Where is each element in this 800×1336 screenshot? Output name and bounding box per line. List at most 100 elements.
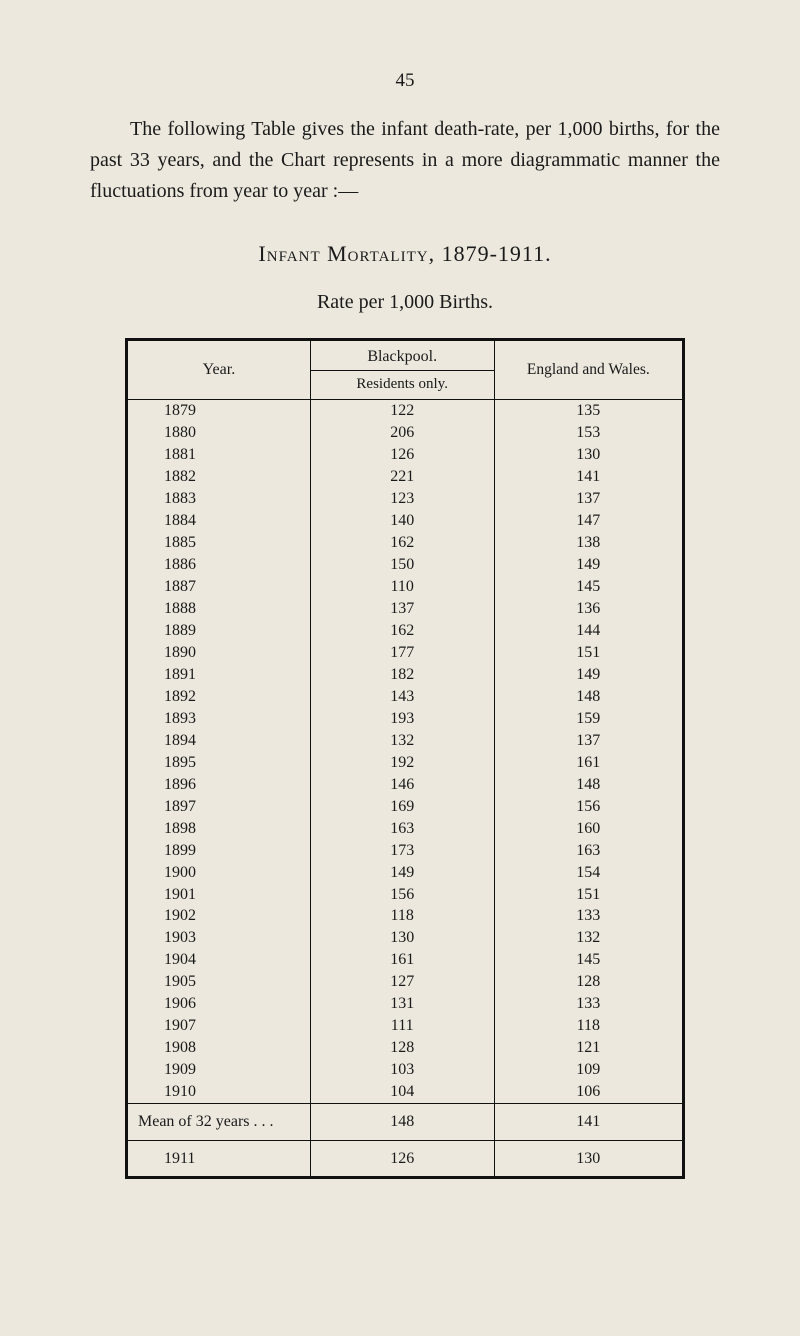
cell-england: 137: [494, 488, 683, 510]
cell-england: 138: [494, 532, 683, 554]
cell-england: 145: [494, 949, 683, 971]
intro-paragraph: The following Table gives the infant dea…: [90, 114, 720, 207]
table-row: 1896146148: [127, 773, 684, 795]
cell-residents: 161: [310, 949, 494, 971]
mean-label: Mean of 32 years . . .: [127, 1104, 311, 1141]
col-blackpool-header: Blackpool.: [310, 340, 494, 371]
cell-year: 1904: [127, 949, 311, 971]
cell-residents: 123: [310, 488, 494, 510]
table-row: 1880206153: [127, 422, 684, 444]
final-row: 1911 126 130: [127, 1140, 684, 1178]
table-summary: Mean of 32 years . . . 148 141 1911 126 …: [127, 1104, 684, 1178]
table-body: 1879122135188020615318811261301882221141…: [127, 400, 684, 1104]
table-row: 1904161145: [127, 949, 684, 971]
cell-year: 1897: [127, 795, 311, 817]
cell-year: 1901: [127, 883, 311, 905]
cell-england: 137: [494, 730, 683, 752]
document-page: 45 The following Table gives the infant …: [0, 0, 800, 1336]
cell-year: 1894: [127, 730, 311, 752]
cell-residents: 131: [310, 993, 494, 1015]
table-row: 1910104106: [127, 1081, 684, 1103]
cell-residents: 126: [310, 444, 494, 466]
cell-residents: 182: [310, 664, 494, 686]
cell-residents: 221: [310, 466, 494, 488]
table-row: 1885162138: [127, 532, 684, 554]
cell-england: 149: [494, 664, 683, 686]
cell-residents: 169: [310, 795, 494, 817]
cell-residents: 146: [310, 773, 494, 795]
cell-year: 1882: [127, 466, 311, 488]
table-row: 1906131133: [127, 993, 684, 1015]
cell-residents: 149: [310, 861, 494, 883]
cell-residents: 127: [310, 971, 494, 993]
cell-england: 160: [494, 817, 683, 839]
cell-year: 1880: [127, 422, 311, 444]
cell-residents: 140: [310, 510, 494, 532]
table-row: 1887110145: [127, 576, 684, 598]
cell-england: 128: [494, 971, 683, 993]
cell-england: 144: [494, 620, 683, 642]
col-england-header: England and Wales.: [494, 340, 683, 400]
cell-england: 154: [494, 861, 683, 883]
table-row: 1898163160: [127, 817, 684, 839]
cell-england: 106: [494, 1081, 683, 1103]
cell-year: 1884: [127, 510, 311, 532]
cell-residents: 110: [310, 576, 494, 598]
cell-year: 1909: [127, 1059, 311, 1081]
table-row: 1900149154: [127, 861, 684, 883]
table-row: 1881126130: [127, 444, 684, 466]
cell-england: 151: [494, 883, 683, 905]
cell-year: 1879: [127, 400, 311, 422]
table-row: 1902118133: [127, 905, 684, 927]
cell-residents: 156: [310, 883, 494, 905]
page-number: 45: [90, 70, 720, 92]
cell-year: 1896: [127, 773, 311, 795]
cell-year: 1885: [127, 532, 311, 554]
cell-england: 133: [494, 905, 683, 927]
cell-residents: 143: [310, 686, 494, 708]
cell-residents: 103: [310, 1059, 494, 1081]
table-row: 1879122135: [127, 400, 684, 422]
cell-year: 1887: [127, 576, 311, 598]
cell-residents: 128: [310, 1037, 494, 1059]
mortality-table-wrap: Year. Blackpool. England and Wales. Resi…: [125, 338, 685, 1179]
cell-year: 1890: [127, 642, 311, 664]
cell-year: 1908: [127, 1037, 311, 1059]
cell-year: 1905: [127, 971, 311, 993]
table-row: 1892143148: [127, 686, 684, 708]
final-england: 130: [494, 1140, 683, 1178]
table-row: 1907111118: [127, 1015, 684, 1037]
cell-year: 1900: [127, 861, 311, 883]
cell-residents: 173: [310, 839, 494, 861]
cell-residents: 122: [310, 400, 494, 422]
cell-residents: 118: [310, 905, 494, 927]
cell-year: 1907: [127, 1015, 311, 1037]
table-row: 1908128121: [127, 1037, 684, 1059]
cell-england: 135: [494, 400, 683, 422]
cell-year: 1895: [127, 752, 311, 774]
mean-england: 141: [494, 1104, 683, 1141]
cell-year: 1891: [127, 664, 311, 686]
cell-england: 163: [494, 839, 683, 861]
cell-year: 1899: [127, 839, 311, 861]
cell-england: 147: [494, 510, 683, 532]
cell-year: 1886: [127, 554, 311, 576]
table-row: 1889162144: [127, 620, 684, 642]
cell-england: 153: [494, 422, 683, 444]
cell-england: 141: [494, 466, 683, 488]
cell-year: 1889: [127, 620, 311, 642]
cell-year: 1898: [127, 817, 311, 839]
table-row: 1888137136: [127, 598, 684, 620]
cell-england: 133: [494, 993, 683, 1015]
mean-row: Mean of 32 years . . . 148 141: [127, 1104, 684, 1141]
cell-england: 109: [494, 1059, 683, 1081]
cell-england: 136: [494, 598, 683, 620]
cell-england: 148: [494, 686, 683, 708]
cell-residents: 150: [310, 554, 494, 576]
table-header: Year. Blackpool. England and Wales. Resi…: [127, 340, 684, 400]
cell-england: 161: [494, 752, 683, 774]
cell-residents: 111: [310, 1015, 494, 1037]
cell-residents: 193: [310, 708, 494, 730]
final-residents: 126: [310, 1140, 494, 1178]
cell-residents: 137: [310, 598, 494, 620]
